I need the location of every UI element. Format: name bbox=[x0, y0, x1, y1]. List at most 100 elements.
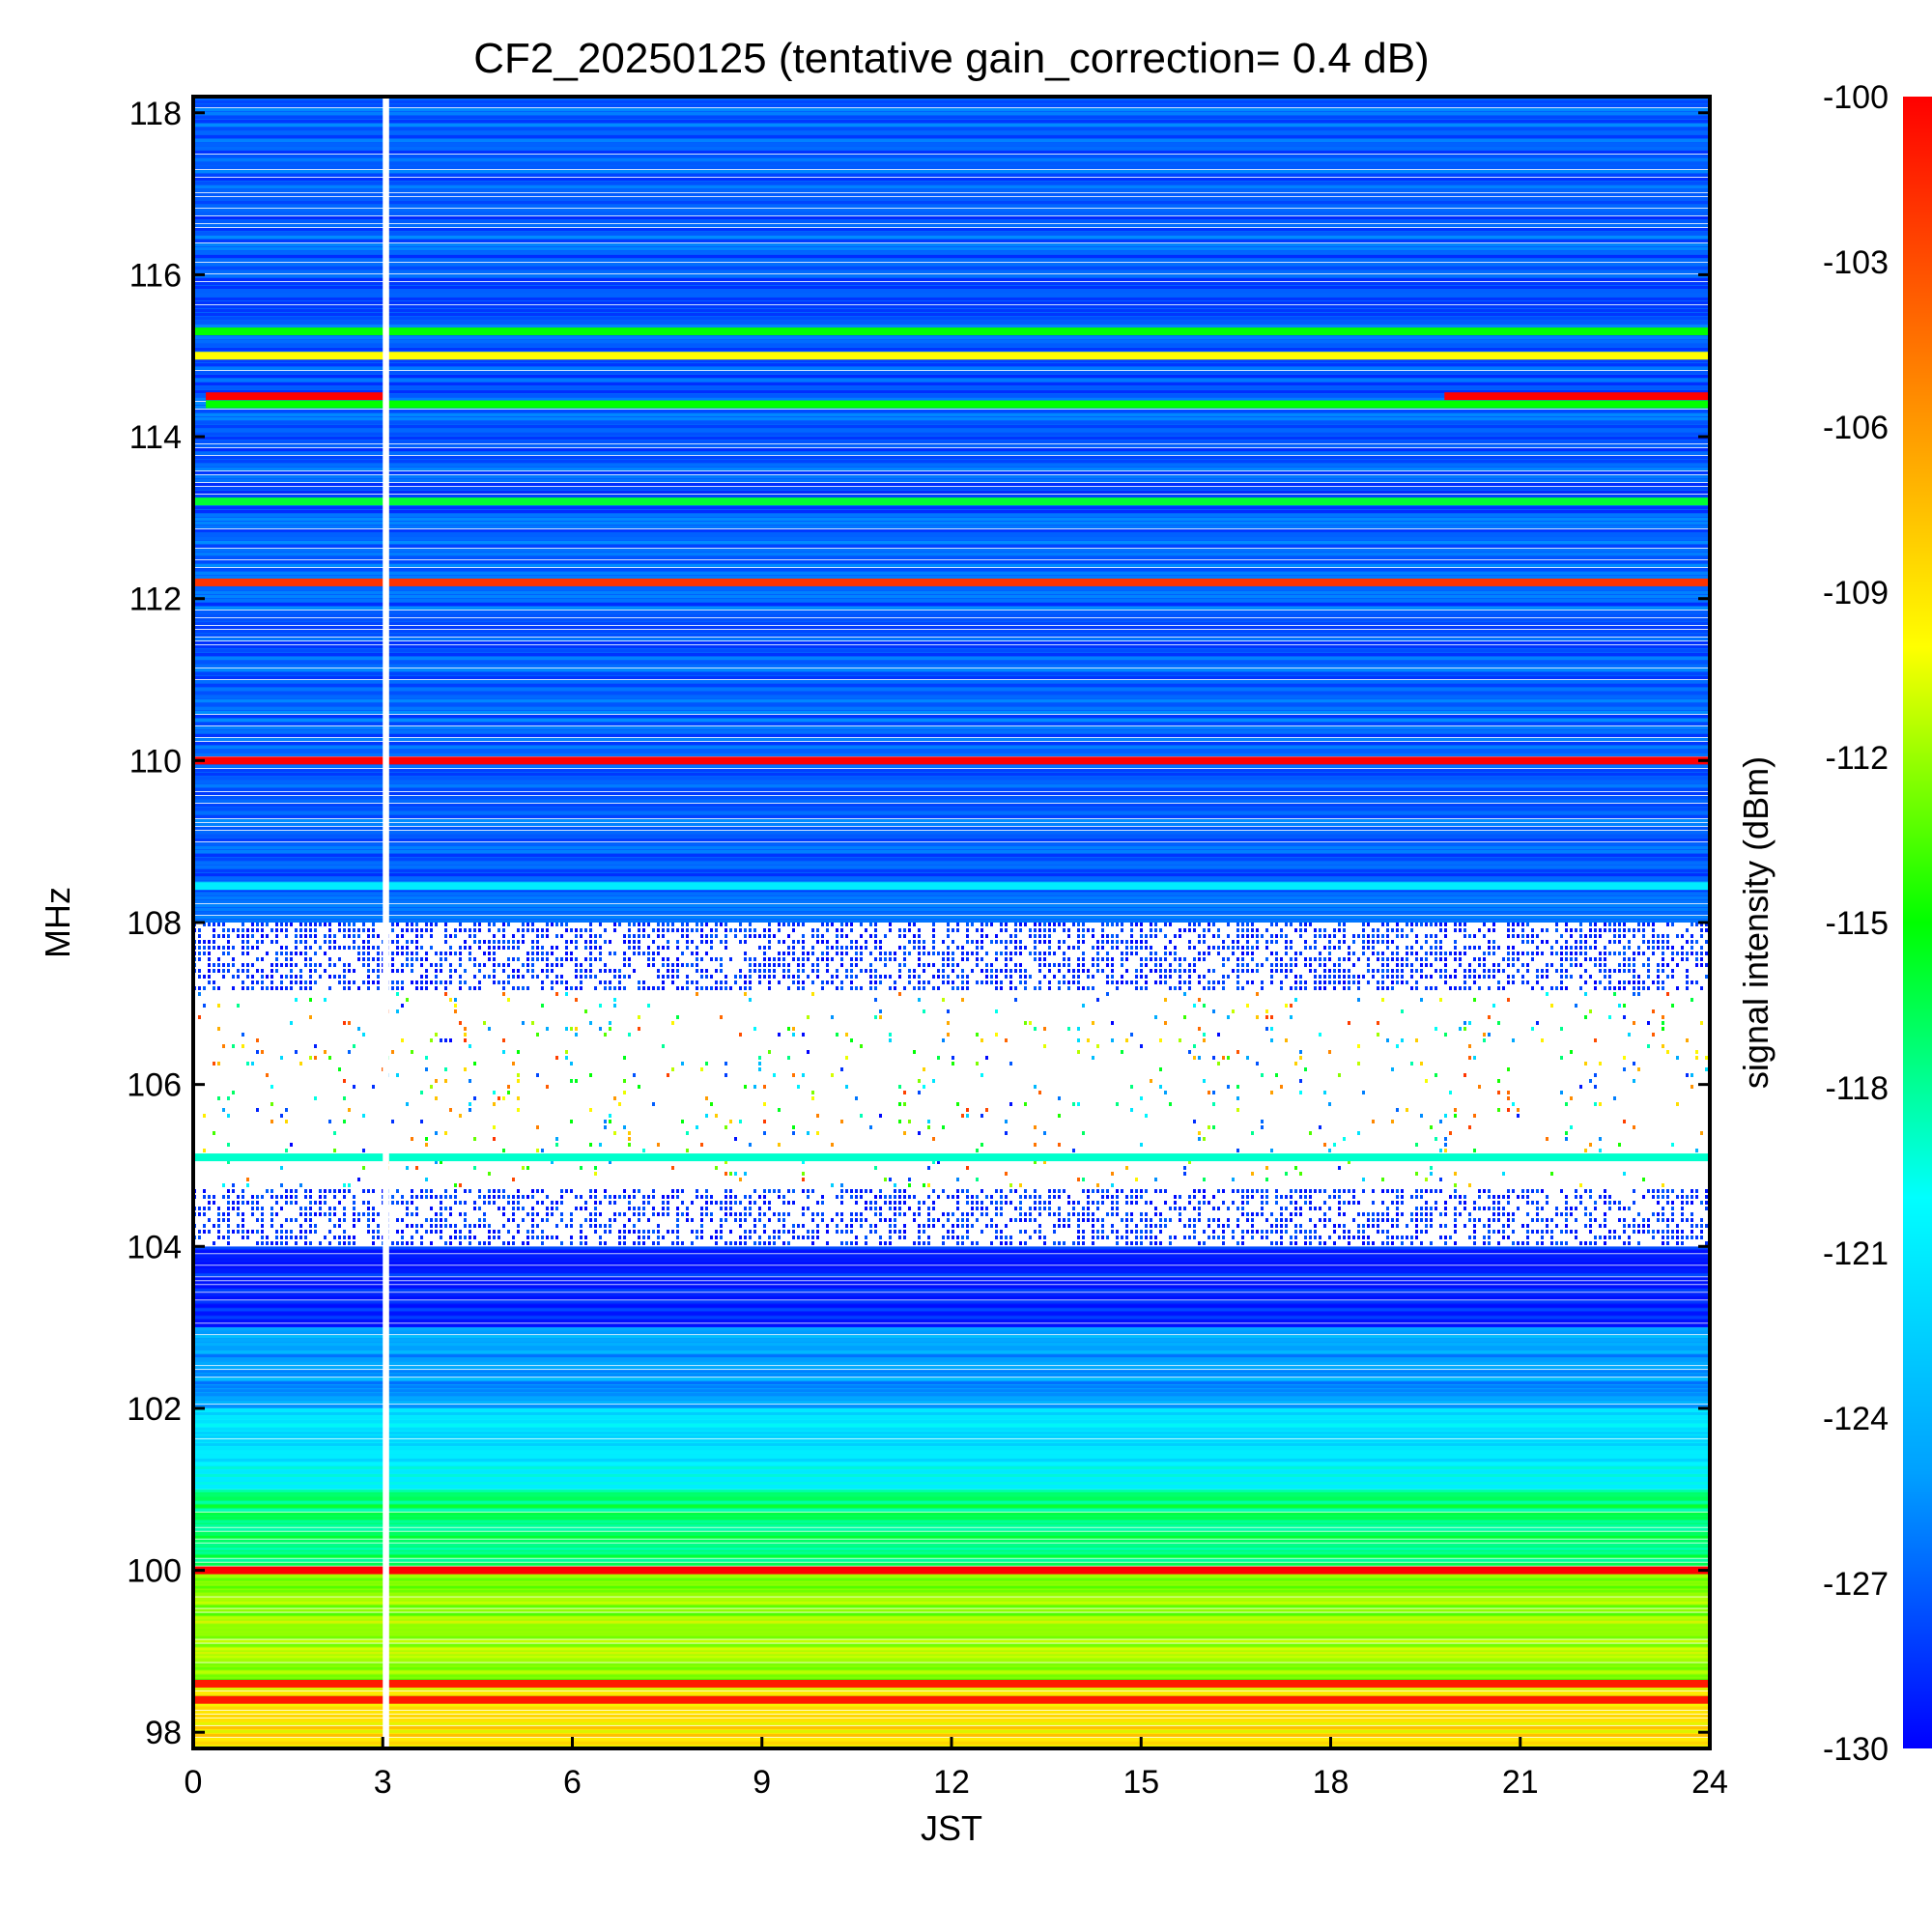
sparse-signal bbox=[1130, 940, 1133, 944]
sparse-signal bbox=[1000, 986, 1003, 990]
sparse-signal bbox=[1497, 1230, 1500, 1234]
sparse-signal bbox=[1599, 957, 1602, 961]
sparse-signal bbox=[343, 1195, 346, 1199]
sparse-signal bbox=[1686, 1201, 1689, 1205]
noise-row bbox=[193, 1608, 1710, 1612]
sparse-signal bbox=[599, 946, 602, 950]
sparse-signal bbox=[850, 1038, 853, 1042]
sparse-signal bbox=[744, 957, 747, 961]
sparse-signal bbox=[1608, 1195, 1611, 1199]
sparse-signal bbox=[850, 1218, 853, 1222]
sparse-signal bbox=[1014, 1218, 1017, 1222]
sparse-signal bbox=[980, 946, 983, 950]
sparse-signal bbox=[599, 980, 602, 984]
sparse-signal bbox=[807, 1189, 810, 1193]
sparse-signal bbox=[845, 934, 848, 938]
sparse-signal bbox=[1092, 934, 1094, 938]
sparse-signal bbox=[836, 934, 838, 938]
sparse-signal bbox=[609, 1224, 611, 1228]
sparse-signal bbox=[1676, 1224, 1679, 1228]
sparse-signal bbox=[1463, 980, 1466, 984]
sparse-signal bbox=[1541, 969, 1544, 973]
sparse-signal bbox=[1222, 946, 1225, 950]
sparse-signal bbox=[1386, 1236, 1389, 1239]
sparse-signal bbox=[1009, 1102, 1012, 1106]
sparse-signal bbox=[889, 1201, 892, 1205]
sparse-signal bbox=[541, 969, 544, 973]
sparse-signal bbox=[1014, 986, 1017, 990]
sparse-signal bbox=[845, 1056, 848, 1060]
sparse-signal bbox=[1662, 969, 1664, 973]
sparse-signal bbox=[391, 940, 394, 944]
sparse-signal bbox=[1444, 934, 1447, 938]
sparse-signal bbox=[1681, 1189, 1684, 1193]
sparse-signal bbox=[328, 986, 331, 990]
sparse-signal bbox=[807, 957, 810, 961]
sparse-signal bbox=[232, 957, 235, 961]
noise-row bbox=[193, 1581, 1710, 1585]
sparse-signal bbox=[1290, 957, 1293, 961]
sparse-signal bbox=[821, 940, 824, 944]
sparse-signal bbox=[860, 957, 863, 961]
noise-row bbox=[193, 1725, 1710, 1729]
sparse-signal bbox=[343, 1230, 346, 1234]
sparse-signal bbox=[299, 1183, 302, 1187]
noise-row bbox=[193, 398, 1710, 401]
noise-row bbox=[193, 607, 1710, 610]
sparse-signal bbox=[768, 928, 771, 932]
sparse-signal bbox=[1381, 940, 1384, 944]
sparse-signal bbox=[1063, 1218, 1065, 1222]
sparse-signal bbox=[1164, 998, 1167, 1002]
sparse-signal bbox=[1154, 923, 1157, 926]
sparse-signal bbox=[449, 1224, 452, 1228]
sparse-signal bbox=[768, 969, 771, 973]
sparse-signal bbox=[1459, 957, 1462, 961]
sparse-signal bbox=[502, 923, 505, 926]
sparse-signal bbox=[874, 934, 877, 938]
sparse-signal bbox=[961, 980, 964, 984]
sparse-signal bbox=[1507, 1224, 1510, 1228]
sparse-signal bbox=[1425, 934, 1428, 938]
sparse-signal bbox=[1391, 986, 1394, 990]
sparse-signal bbox=[1048, 1207, 1051, 1210]
sparse-signal bbox=[1154, 934, 1157, 938]
sparse-signal bbox=[377, 1230, 380, 1234]
sparse-signal bbox=[526, 1236, 529, 1239]
sparse-signal bbox=[1217, 934, 1220, 938]
sparse-signal bbox=[1343, 934, 1346, 938]
sparse-signal bbox=[1188, 940, 1191, 944]
sparse-signal bbox=[1478, 1195, 1481, 1199]
sparse-signal bbox=[1130, 1218, 1133, 1222]
noise-row bbox=[193, 808, 1710, 810]
sparse-signal bbox=[1657, 963, 1660, 967]
sparse-signal bbox=[280, 1207, 283, 1210]
sparse-signal bbox=[328, 940, 331, 944]
sparse-signal bbox=[415, 952, 418, 955]
sparse-signal bbox=[227, 1201, 230, 1205]
sparse-signal bbox=[845, 1224, 848, 1228]
sparse-signal bbox=[618, 986, 621, 990]
sparse-signal bbox=[860, 986, 863, 990]
row-gap bbox=[193, 242, 1710, 243]
sparse-signal bbox=[773, 1212, 776, 1216]
sparse-signal bbox=[758, 969, 761, 973]
sparse-signal bbox=[1038, 969, 1041, 973]
noise-row bbox=[193, 777, 1710, 780]
sparse-signal bbox=[980, 1201, 983, 1205]
sparse-signal bbox=[208, 946, 211, 950]
sparse-signal bbox=[1270, 952, 1273, 955]
sparse-signal bbox=[198, 934, 201, 938]
noise-row bbox=[193, 1423, 1710, 1427]
sparse-signal bbox=[1541, 1236, 1544, 1239]
sparse-signal bbox=[613, 952, 616, 955]
sparse-signal bbox=[1333, 1224, 1336, 1228]
sparse-signal bbox=[942, 952, 945, 955]
sparse-signal bbox=[865, 1207, 867, 1210]
sparse-signal bbox=[855, 986, 858, 990]
sparse-signal bbox=[406, 928, 409, 932]
sparse-signal bbox=[1043, 952, 1046, 955]
sparse-signal bbox=[1236, 1207, 1239, 1210]
sparse-signal bbox=[1188, 1201, 1191, 1205]
sparse-signal bbox=[1121, 923, 1123, 926]
sparse-signal bbox=[256, 980, 259, 984]
